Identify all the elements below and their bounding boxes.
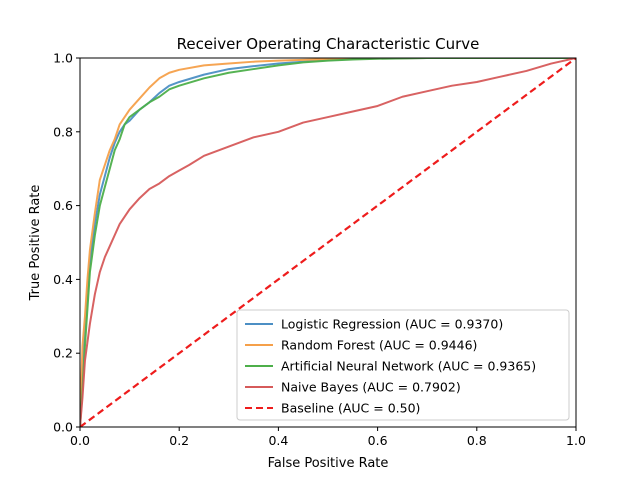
series-line-3 [80, 58, 576, 427]
series-line-2 [80, 58, 576, 427]
y-tick-label-3: 0.6 [53, 198, 73, 213]
x-tick-label-4: 0.8 [467, 433, 487, 448]
y-tick-label-4: 0.8 [53, 124, 73, 139]
y-axis-title: True Positive Rate [28, 185, 43, 302]
y-tick-label-0: 0.0 [53, 420, 73, 435]
legend-entry-1: Random Forest (AUC = 0.9446) [281, 338, 477, 353]
legend-entry-0: Logistic Regression (AUC = 0.9370) [281, 317, 503, 332]
x-tick-label-1: 0.2 [169, 433, 189, 448]
y-tick-label-2: 0.4 [53, 272, 73, 287]
x-tick-label-3: 0.6 [368, 433, 388, 448]
y-tick-label-5: 1.0 [53, 51, 73, 66]
legend-entry-3: Naive Bayes (AUC = 0.7902) [281, 380, 461, 395]
legend-box [236, 309, 570, 421]
plot-frame [79, 57, 577, 428]
y-tick-label-1: 0.2 [53, 346, 73, 361]
legend-entry-2: Artificial Neural Network (AUC = 0.9365) [281, 359, 536, 374]
legend-entry-4: Baseline (AUC = 0.50) [281, 401, 420, 416]
x-tick-label-2: 0.4 [268, 433, 288, 448]
chart-title: Receiver Operating Characteristic Curve [177, 35, 480, 53]
x-axis-title: False Positive Rate [268, 456, 389, 471]
axis-ticks: 0.0 0.2 0.4 0.6 0.8 1.0 0.0 0.2 0.4 0.6 0.8 1.0 [53, 51, 586, 449]
plot-area [80, 58, 576, 427]
legend: Logistic Regression (AUC = 0.9370) Random… [236, 309, 570, 421]
x-tick-label-5: 1.0 [566, 433, 586, 448]
x-tick-label-0: 0.0 [70, 433, 90, 448]
series-line-4 [80, 58, 576, 427]
